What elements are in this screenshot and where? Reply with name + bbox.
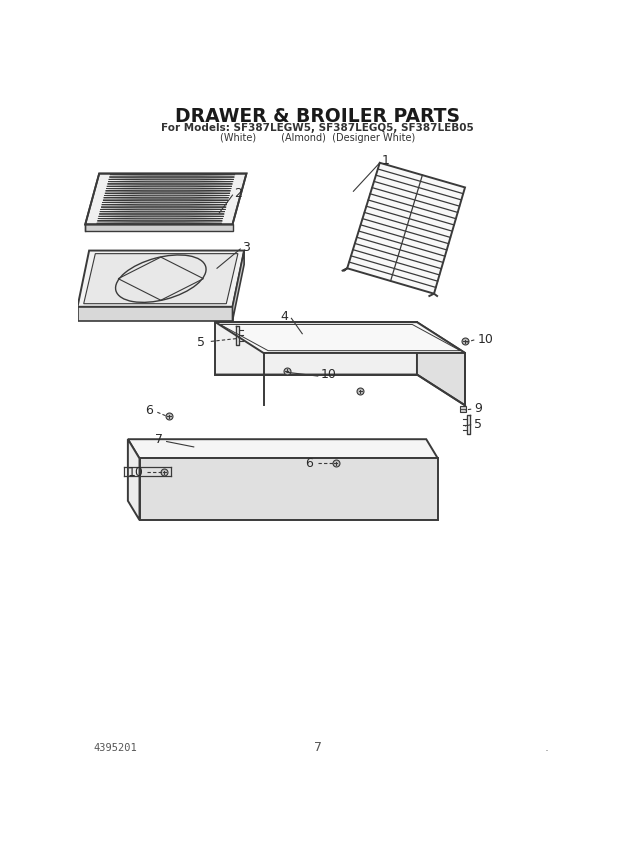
Polygon shape [78,306,232,321]
Ellipse shape [103,199,228,200]
Ellipse shape [100,211,225,212]
Polygon shape [417,322,465,406]
Text: 3: 3 [242,241,250,254]
Ellipse shape [108,179,234,180]
Ellipse shape [97,220,223,222]
Ellipse shape [102,202,228,203]
Polygon shape [140,459,438,520]
Ellipse shape [104,198,229,199]
Text: For Models: SF387LEGW5, SF387LEGQ5, SF387LEB05: For Models: SF387LEGW5, SF387LEGQ5, SF38… [161,123,474,134]
Polygon shape [216,322,417,375]
Text: 5: 5 [197,336,205,349]
Text: 4: 4 [280,310,288,324]
Ellipse shape [107,186,232,187]
Text: 10: 10 [477,333,494,346]
Ellipse shape [98,218,223,219]
Text: .: . [545,741,549,754]
Ellipse shape [100,209,226,210]
Text: 4395201: 4395201 [93,743,137,753]
Ellipse shape [104,195,229,196]
Text: 1: 1 [381,154,389,167]
Ellipse shape [105,190,231,192]
Polygon shape [128,439,140,520]
Text: 7: 7 [314,741,322,754]
Polygon shape [86,224,232,230]
Polygon shape [128,439,438,459]
Ellipse shape [109,176,234,177]
Ellipse shape [99,216,224,217]
Ellipse shape [108,181,233,182]
Polygon shape [84,253,238,304]
Text: 10: 10 [128,466,143,479]
Text: 7: 7 [155,433,162,447]
Polygon shape [216,322,465,353]
Polygon shape [232,251,244,321]
Text: 2: 2 [234,187,242,200]
Ellipse shape [99,213,224,215]
Polygon shape [86,174,247,224]
Text: (White)        (Almond)  (Designer White): (White) (Almond) (Designer White) [220,134,415,143]
Text: 9: 9 [474,402,482,415]
Polygon shape [347,163,465,294]
Polygon shape [78,251,244,306]
Text: 5: 5 [474,418,482,431]
Ellipse shape [107,183,232,184]
Text: 10: 10 [321,368,337,381]
Text: 6: 6 [305,457,313,470]
Text: DRAWER & BROILER PARTS: DRAWER & BROILER PARTS [175,107,460,126]
Ellipse shape [101,206,226,207]
Text: 6: 6 [146,404,153,417]
Ellipse shape [106,188,231,189]
